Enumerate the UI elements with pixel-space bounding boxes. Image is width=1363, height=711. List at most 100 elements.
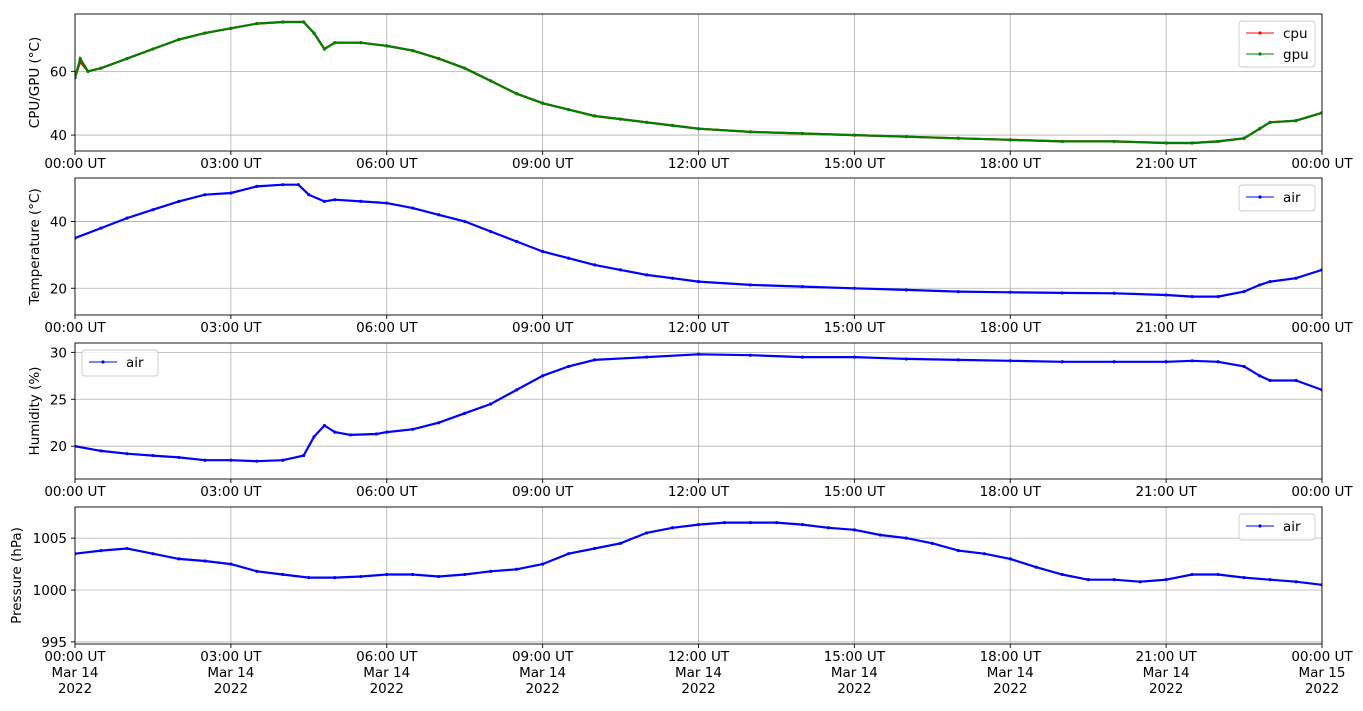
legend-label-cpu: cpu bbox=[1283, 26, 1308, 42]
data-point-air bbox=[852, 286, 856, 290]
x-tick-label-line: Mar 14 bbox=[675, 665, 722, 681]
x-tick-label-line: 2022 bbox=[837, 681, 871, 697]
x-tick-label: 09:00 UT Mar 14 2022 bbox=[512, 649, 574, 697]
legend-label-air: air bbox=[1283, 519, 1301, 535]
x-tick-label-line: 2022 bbox=[525, 681, 559, 697]
x-tick-label: 18:00 UT bbox=[980, 320, 1042, 336]
legend-marker-gpu bbox=[1258, 52, 1262, 56]
data-point-air bbox=[437, 421, 441, 425]
data-point-air bbox=[322, 199, 326, 203]
x-tick-label-line: 09:00 UT bbox=[512, 156, 574, 172]
data-point-air bbox=[1008, 359, 1012, 363]
x-tick-label-line: Mar 14 bbox=[207, 665, 254, 681]
data-point-air bbox=[800, 523, 805, 527]
data-point-gpu bbox=[1008, 138, 1012, 142]
data-point-air bbox=[385, 430, 389, 434]
y-tick-label: 25 bbox=[50, 392, 67, 408]
data-point-gpu bbox=[567, 107, 571, 112]
x-tick-label: 21:00 UT Mar 14 2022 bbox=[1135, 649, 1197, 697]
data-point-air bbox=[1060, 572, 1064, 577]
data-point-gpu bbox=[125, 57, 129, 61]
data-point-gpu bbox=[1216, 139, 1220, 144]
x-tick-label: 06:00 UT Mar 14 2022 bbox=[356, 649, 418, 697]
x-tick-label: 00:00 UT Mar 15 2022 bbox=[1291, 649, 1353, 697]
data-point-air bbox=[322, 423, 326, 428]
x-tick-label: 12:00 UT bbox=[668, 484, 730, 500]
x-tick-label-line: 00:00 UT bbox=[44, 484, 106, 500]
data-point-air bbox=[956, 290, 960, 294]
data-point-air bbox=[1294, 580, 1298, 584]
y-axis-label: Humidity (%) bbox=[27, 367, 43, 456]
data-point-air bbox=[1112, 360, 1116, 364]
legend-box bbox=[1238, 184, 1316, 212]
data-point-air bbox=[463, 572, 467, 577]
data-point-air bbox=[255, 459, 259, 463]
data-point-gpu bbox=[229, 26, 233, 30]
x-tick-label: 00:00 UT bbox=[44, 156, 106, 172]
data-point-air bbox=[411, 572, 415, 577]
x-tick-label-line: 2022 bbox=[1305, 681, 1339, 697]
data-point-air bbox=[307, 575, 311, 580]
data-point-gpu bbox=[359, 41, 363, 45]
data-point-air bbox=[852, 528, 856, 532]
data-point-air bbox=[592, 546, 597, 551]
data-point-air bbox=[229, 562, 233, 566]
data-point-air bbox=[774, 520, 779, 525]
data-point-air bbox=[151, 208, 155, 212]
data-point-air bbox=[177, 455, 181, 460]
x-tick-label-line: 03:00 UT bbox=[200, 156, 262, 172]
x-tick-label-line: 15:00 UT bbox=[824, 484, 886, 500]
data-point-air bbox=[437, 213, 441, 217]
data-point-air bbox=[1242, 575, 1246, 580]
x-tick-label: 12:00 UT Mar 14 2022 bbox=[668, 649, 730, 697]
x-tick-label: 12:00 UT bbox=[668, 320, 730, 336]
data-point-air bbox=[1034, 565, 1038, 569]
x-tick-label: 00:00 UT bbox=[44, 484, 106, 500]
data-point-air bbox=[359, 574, 363, 579]
x-tick-label: 15:00 UT bbox=[824, 320, 886, 336]
data-point-air bbox=[1242, 364, 1246, 369]
x-tick-label-line: 06:00 UT bbox=[356, 156, 418, 172]
data-point-air bbox=[1216, 360, 1220, 364]
x-tick-label-line: 12:00 UT bbox=[668, 156, 730, 172]
data-point-gpu bbox=[541, 101, 545, 105]
data-point-air bbox=[618, 268, 623, 272]
legend: air bbox=[1238, 513, 1316, 541]
x-tick-label-line: Mar 14 bbox=[987, 665, 1034, 681]
data-point-air bbox=[1242, 290, 1246, 294]
data-point-air bbox=[1164, 578, 1168, 582]
x-tick-label-line: 00:00 UT bbox=[44, 320, 106, 336]
data-point-air bbox=[696, 279, 701, 284]
data-point-air bbox=[177, 199, 181, 203]
data-point-air bbox=[956, 548, 960, 553]
data-point-air bbox=[151, 453, 155, 458]
x-tick-label-line: 06:00 UT bbox=[356, 649, 418, 665]
x-tick-label-line: 2022 bbox=[58, 681, 92, 697]
x-tick-label-line: Mar 14 bbox=[1143, 665, 1190, 681]
data-point-gpu bbox=[852, 133, 856, 137]
legend-label-air: air bbox=[126, 355, 144, 371]
data-point-air bbox=[1112, 291, 1116, 295]
data-point-gpu bbox=[1268, 120, 1272, 124]
data-point-gpu bbox=[748, 130, 753, 134]
data-point-gpu bbox=[489, 79, 493, 83]
data-point-air bbox=[644, 273, 649, 277]
data-point-air bbox=[348, 433, 352, 437]
data-point-gpu bbox=[592, 114, 597, 118]
data-point-air bbox=[177, 557, 181, 561]
data-point-air bbox=[1138, 580, 1142, 584]
data-point-gpu bbox=[255, 21, 259, 26]
data-point-air bbox=[748, 353, 753, 357]
data-point-gpu bbox=[618, 117, 623, 121]
data-point-gpu bbox=[437, 57, 441, 61]
data-point-gpu bbox=[904, 135, 908, 139]
data-point-air bbox=[1190, 295, 1194, 299]
series-line-air bbox=[75, 353, 1322, 463]
x-tick-label-line: 2022 bbox=[214, 681, 248, 697]
data-point-air bbox=[411, 427, 415, 431]
x-tick-label-line: Mar 14 bbox=[52, 665, 99, 681]
data-point-air bbox=[592, 263, 597, 267]
x-tick-label: 15:00 UT bbox=[824, 156, 886, 172]
x-tick-label-line: 09:00 UT bbox=[512, 320, 574, 336]
